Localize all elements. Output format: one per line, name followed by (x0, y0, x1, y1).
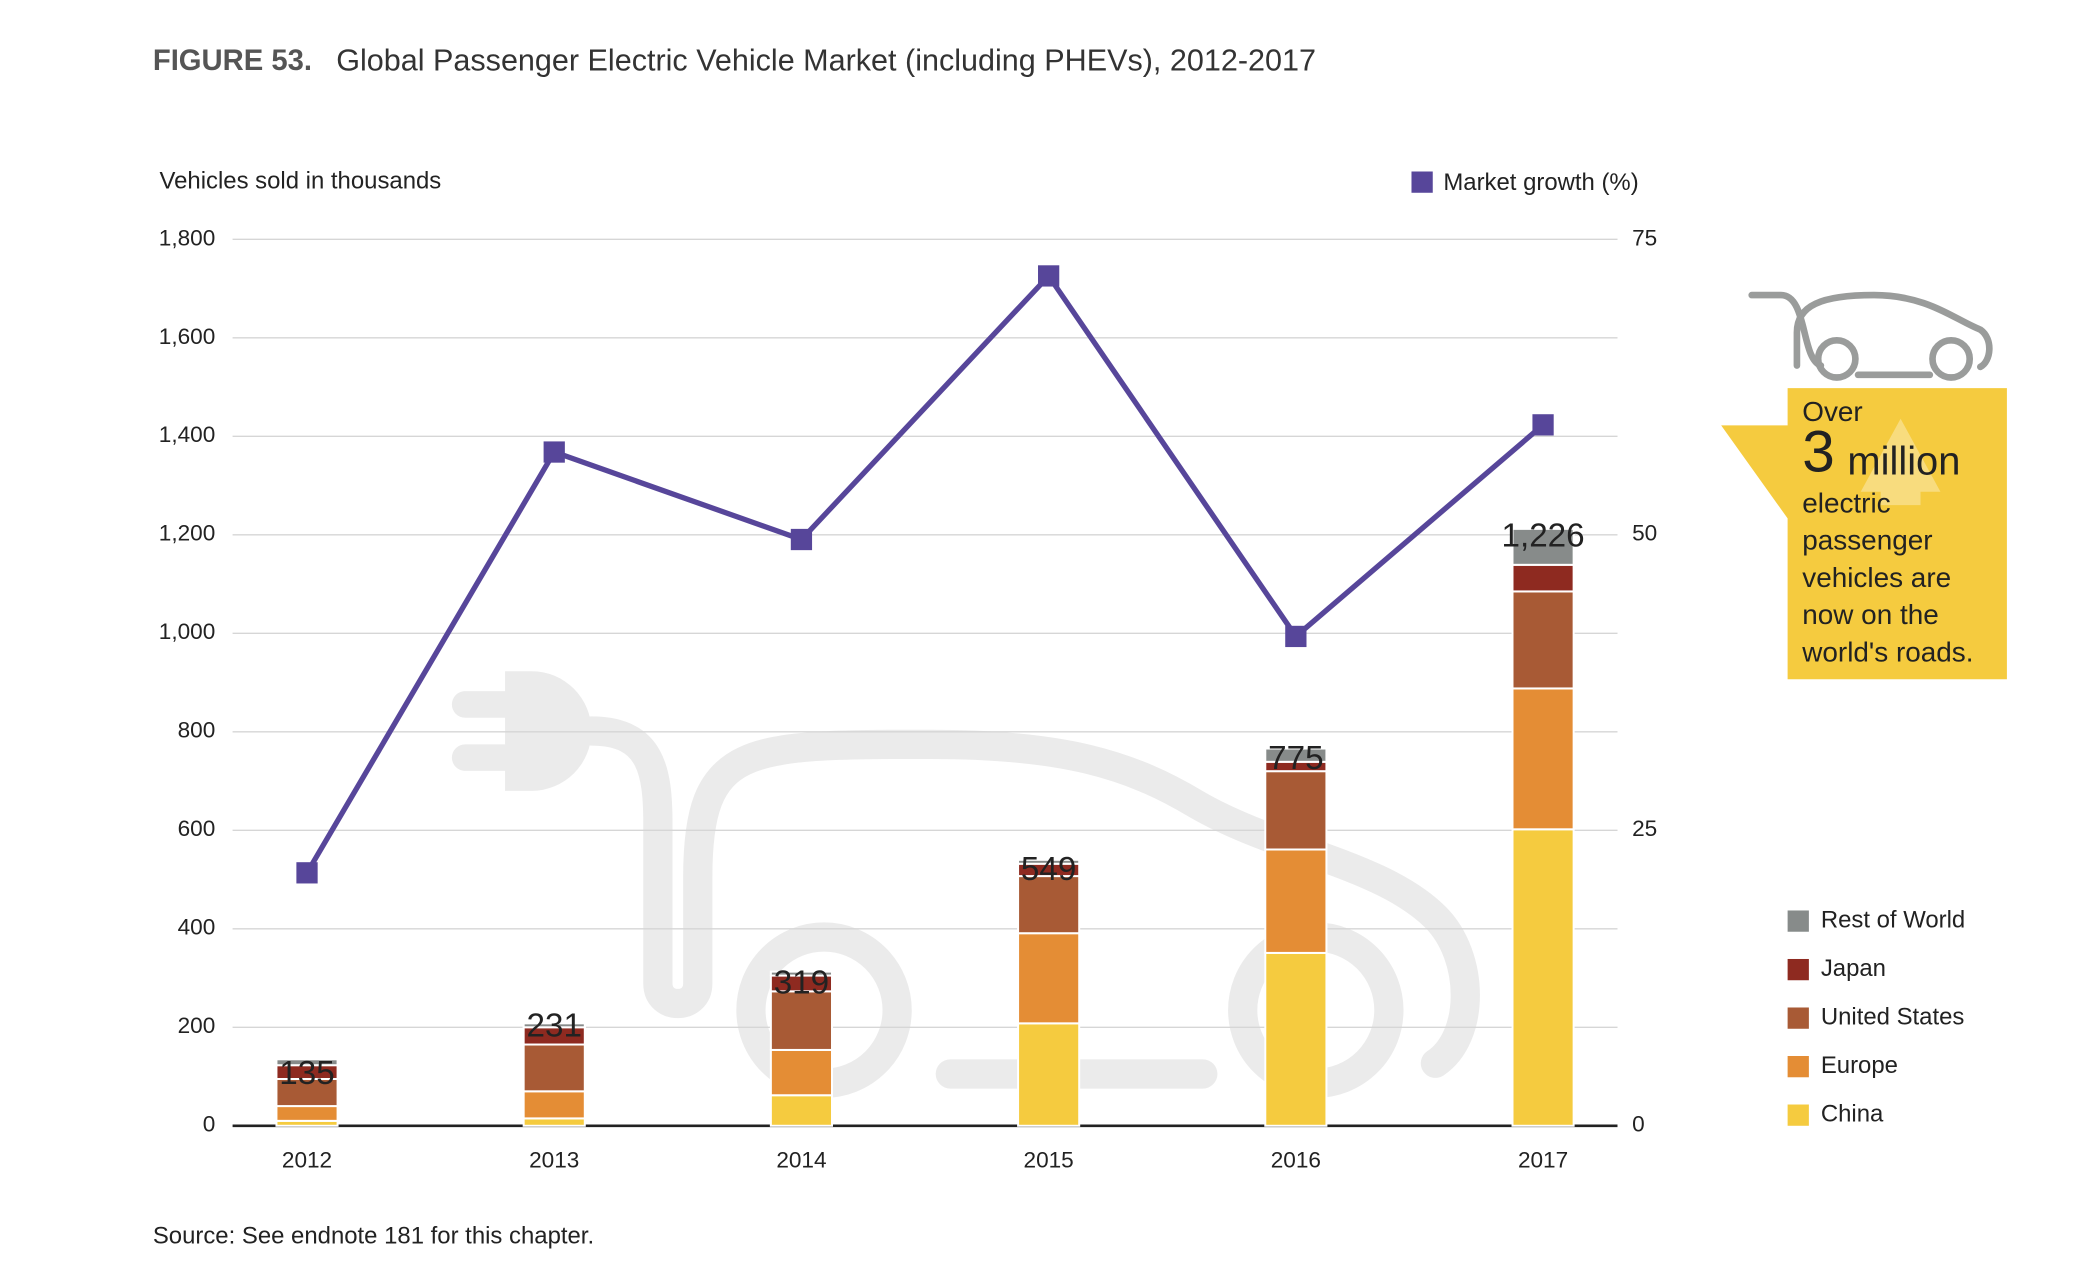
line-marker (790, 528, 813, 551)
legend-label: China (1821, 1100, 1884, 1127)
legend-label: Market growth (%) (1443, 169, 1638, 196)
x-tick-label: 2016 (1271, 1148, 1321, 1173)
y-tick-label: 1,600 (159, 324, 216, 349)
callout-lead: Over (1802, 396, 1862, 427)
bar-segment (769, 1094, 834, 1127)
legend-swatch (1787, 1056, 1809, 1078)
x-tick-label: 2017 (1518, 1148, 1568, 1173)
line-marker (296, 862, 318, 884)
y2-tick-label: 50 (1632, 521, 1657, 546)
legend-swatch (1411, 171, 1433, 193)
bar-segment (1511, 687, 1575, 831)
plot (232, 238, 1618, 1127)
bar-segment (522, 1043, 586, 1093)
y-tick-label: 1,400 (159, 422, 216, 447)
bar-segment (1511, 828, 1575, 1127)
legend-swatch (1787, 1007, 1809, 1029)
callout-line: electric (1802, 487, 1890, 518)
bar-segment (1264, 747, 1328, 763)
callout-arrow (1860, 418, 1941, 506)
legend-label: United States (1821, 1003, 1965, 1030)
bar-segment (769, 1048, 834, 1097)
callout-line: vehicles are (1802, 562, 1951, 593)
total-label: 549 (1021, 851, 1076, 888)
total-label: 319 (774, 964, 829, 1001)
callout-box (1721, 388, 2007, 680)
bar-segment (1017, 1022, 1081, 1127)
bar-segment (275, 1105, 339, 1122)
x-tick-label: 2013 (529, 1148, 579, 1173)
callout-unit: million (1847, 439, 1960, 483)
legend-swatch (1787, 958, 1809, 981)
y-tick-label: 0 (203, 1112, 216, 1137)
bar-segment (1017, 932, 1081, 1025)
total-label: 135 (279, 1055, 334, 1092)
figure-label: FIGURE 53. (153, 45, 312, 77)
bar-segment (1017, 875, 1081, 935)
callout-line: now on the (1802, 599, 1939, 630)
callout-number: 3 (1802, 419, 1835, 484)
legend-label: Europe (1821, 1052, 1898, 1079)
y-tick-label: 600 (178, 816, 216, 841)
chart-title: Global Passenger Electric Vehicle Market… (336, 44, 1316, 78)
bar-segment (522, 1117, 586, 1127)
background-illustration (451, 671, 1480, 1098)
bar-segment (1264, 951, 1328, 1127)
y-tick-label: 800 (178, 718, 216, 743)
legend-swatch (1787, 910, 1809, 932)
line-marker (543, 441, 565, 463)
total-label: 231 (527, 1008, 582, 1045)
bar-segment (522, 1090, 586, 1120)
bar-segment (1511, 590, 1575, 690)
line-marker (1038, 265, 1060, 287)
y-tick-label: 1,200 (159, 521, 216, 546)
x-tick-label: 2014 (776, 1148, 826, 1173)
y2-tick-label: 0 (1632, 1112, 1645, 1137)
legend-label: Rest of World (1821, 906, 1965, 933)
y2-tick-label: 75 (1632, 225, 1657, 250)
source: Source: See endnote 181 for this chapter… (153, 1223, 594, 1250)
callout-line: passenger (1802, 525, 1932, 556)
bar-segment (1264, 848, 1328, 954)
bar-segment (1264, 770, 1328, 851)
callout-line: world's roads. (1801, 636, 1973, 667)
line-marker (1285, 625, 1307, 648)
total-label: 1,226 (1501, 518, 1584, 555)
line-marker (1532, 414, 1554, 436)
car-icon (1748, 291, 1993, 381)
legend-label: Japan (1821, 955, 1886, 982)
y-tick-label: 1,800 (159, 225, 216, 250)
bar-segment (275, 1058, 339, 1067)
bar-segment (522, 1022, 586, 1029)
bar-segment (1511, 527, 1575, 566)
bar-segment (769, 990, 834, 1051)
y-tick-label: 1,000 (159, 619, 216, 644)
bar-segment (769, 970, 834, 977)
bar-segment (1511, 563, 1575, 593)
x-tick-label: 2015 (1024, 1148, 1074, 1173)
y-axis-label: Vehicles sold in thousands (159, 167, 441, 194)
y2-tick-label: 25 (1632, 816, 1657, 841)
y-tick-label: 200 (178, 1013, 216, 1038)
total-label: 775 (1268, 740, 1323, 777)
bar-segment (1017, 858, 1081, 865)
x-tick-label: 2012 (282, 1148, 332, 1173)
line (304, 271, 1545, 875)
legend-swatch (1787, 1104, 1809, 1126)
y-tick-label: 400 (178, 915, 216, 940)
